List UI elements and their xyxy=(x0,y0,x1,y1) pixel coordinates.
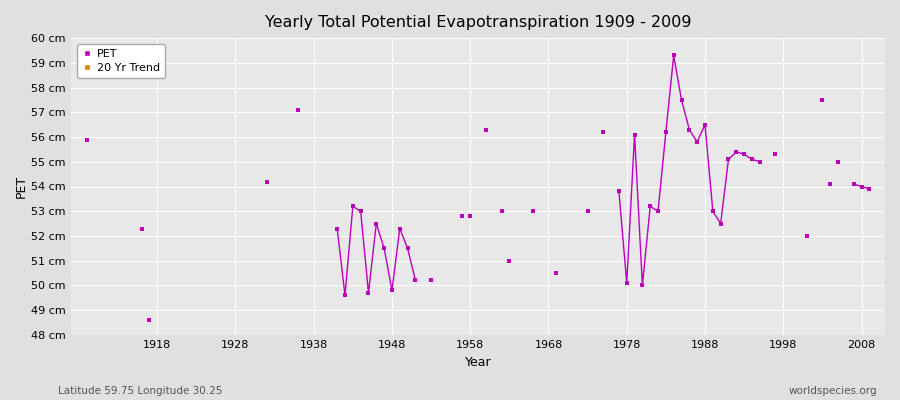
Point xyxy=(479,126,493,133)
Point xyxy=(79,136,94,143)
Point xyxy=(502,258,517,264)
Point xyxy=(580,208,595,214)
Point xyxy=(714,220,728,227)
Point xyxy=(815,97,830,103)
Point xyxy=(854,183,868,190)
Point xyxy=(361,290,375,296)
Point xyxy=(526,208,540,214)
Point xyxy=(667,52,681,59)
Point xyxy=(377,245,392,252)
Point xyxy=(698,122,712,128)
Point xyxy=(596,129,610,135)
Point xyxy=(134,225,148,232)
Point xyxy=(400,245,415,252)
Point xyxy=(862,186,877,192)
Point xyxy=(494,208,508,214)
Point xyxy=(729,149,743,155)
Point xyxy=(831,158,845,165)
Y-axis label: PET: PET xyxy=(15,175,28,198)
Point xyxy=(142,317,157,323)
Point xyxy=(769,151,783,158)
Legend: PET, 20 Yr Trend: PET, 20 Yr Trend xyxy=(76,44,166,78)
Point xyxy=(612,188,626,195)
Point xyxy=(823,181,837,187)
Point xyxy=(643,203,657,210)
Title: Yearly Total Potential Evapotranspiration 1909 - 2009: Yearly Total Potential Evapotranspiratio… xyxy=(265,15,691,30)
Point xyxy=(619,280,634,286)
Point xyxy=(737,151,751,158)
Point xyxy=(392,225,407,232)
Point xyxy=(369,220,383,227)
Point xyxy=(259,178,274,185)
Point xyxy=(659,129,673,135)
Point xyxy=(721,156,735,162)
Point xyxy=(627,131,642,138)
Point xyxy=(424,277,438,284)
Point xyxy=(706,208,720,214)
Point xyxy=(745,156,760,162)
X-axis label: Year: Year xyxy=(464,356,491,369)
Point xyxy=(635,282,650,289)
Point xyxy=(346,203,360,210)
Point xyxy=(338,292,352,298)
Point xyxy=(799,233,814,239)
Point xyxy=(385,287,400,294)
Text: Latitude 59.75 Longitude 30.25: Latitude 59.75 Longitude 30.25 xyxy=(58,386,223,396)
Point xyxy=(330,225,345,232)
Point xyxy=(291,107,305,113)
Point xyxy=(674,97,688,103)
Point xyxy=(463,213,477,219)
Point xyxy=(409,277,423,284)
Point xyxy=(690,139,705,145)
Point xyxy=(549,270,563,276)
Point xyxy=(682,126,697,133)
Text: worldspecies.org: worldspecies.org xyxy=(789,386,877,396)
Point xyxy=(455,213,470,219)
Point xyxy=(651,208,665,214)
Point xyxy=(752,158,767,165)
Point xyxy=(847,181,861,187)
Point xyxy=(354,208,368,214)
